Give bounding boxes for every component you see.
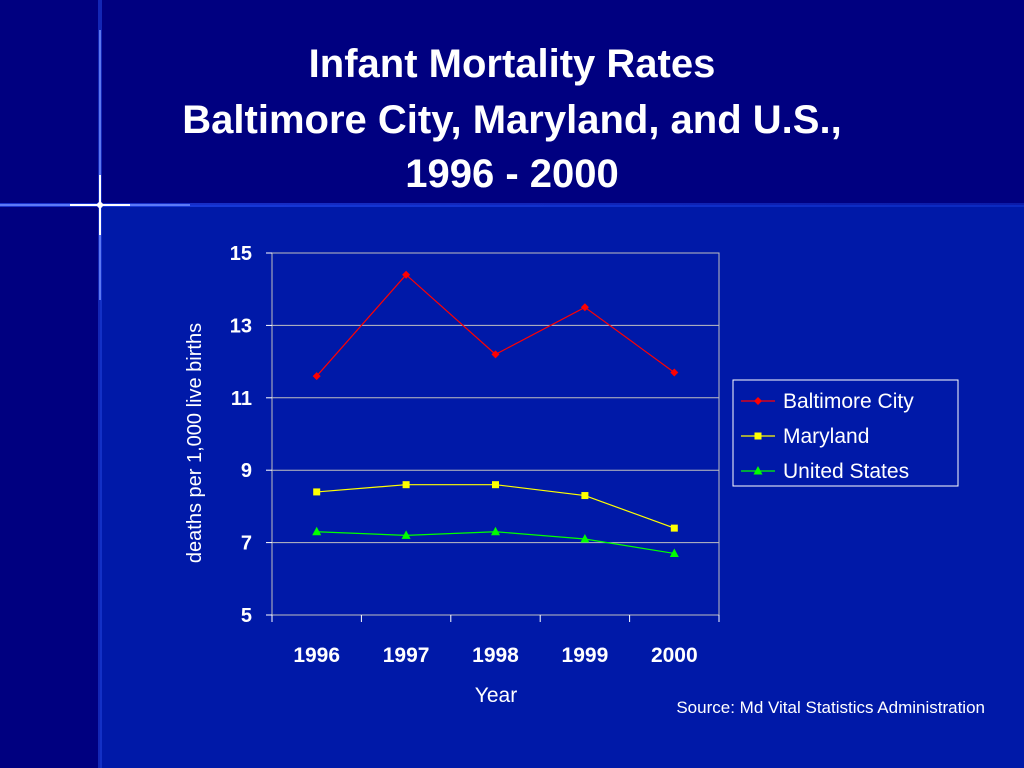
y-tick-label: 11: [231, 388, 252, 410]
data-point-baltimore-city: [580, 303, 589, 312]
legend-label-united-states: United States: [783, 460, 909, 483]
source-note: Source: Md Vital Statistics Administrati…: [676, 698, 985, 717]
series-line-maryland: [316, 484, 675, 529]
y-tick-label: 15: [230, 243, 252, 265]
data-point-united-states: [491, 526, 500, 536]
legend-label-maryland: Maryland: [783, 425, 869, 448]
title-line-3: 1996 - 2000: [405, 152, 619, 196]
y-tick-label: 13: [230, 315, 252, 337]
x-tick-label: 1996: [293, 644, 340, 667]
data-point-baltimore-city: [491, 350, 500, 359]
data-point-maryland: [402, 481, 410, 489]
y-tick-label: 5: [241, 605, 252, 627]
x-tick-label: 1998: [472, 644, 519, 667]
title-line-1: Infant Mortality Rates: [308, 42, 716, 86]
legend-box: [732, 379, 959, 487]
y-tick-label: 7: [241, 533, 252, 555]
data-point-maryland: [313, 488, 321, 496]
title-line-2: Baltimore City, Maryland, and U.S.,: [182, 98, 842, 142]
legend-marker-united-states: [753, 466, 763, 475]
x-tick-label: 1999: [562, 644, 609, 667]
data-point-baltimore-city: [312, 372, 321, 381]
sparkle-icon: [0, 30, 190, 300]
x-tick-label: 2000: [651, 644, 698, 667]
plot-area: [271, 252, 720, 616]
data-point-baltimore-city: [670, 368, 679, 377]
legend-marker-maryland: [754, 432, 762, 440]
legend-marker-baltimore-city: [754, 397, 762, 405]
x-tick-label: 1997: [383, 644, 430, 667]
y-axis-label: deaths per 1,000 live births: [184, 323, 206, 563]
legend-label-baltimore-city: Baltimore City: [783, 390, 914, 413]
data-point-maryland: [670, 524, 678, 532]
y-tick-label: 9: [241, 460, 252, 482]
data-point-united-states: [669, 548, 679, 557]
data-point-united-states: [401, 530, 411, 539]
data-point-united-states: [312, 526, 322, 536]
x-axis-label: Year: [475, 684, 517, 707]
data-point-maryland: [581, 492, 589, 500]
data-point-maryland: [492, 481, 499, 489]
data-point-baltimore-city: [402, 270, 411, 279]
data-point-united-states: [580, 533, 590, 543]
